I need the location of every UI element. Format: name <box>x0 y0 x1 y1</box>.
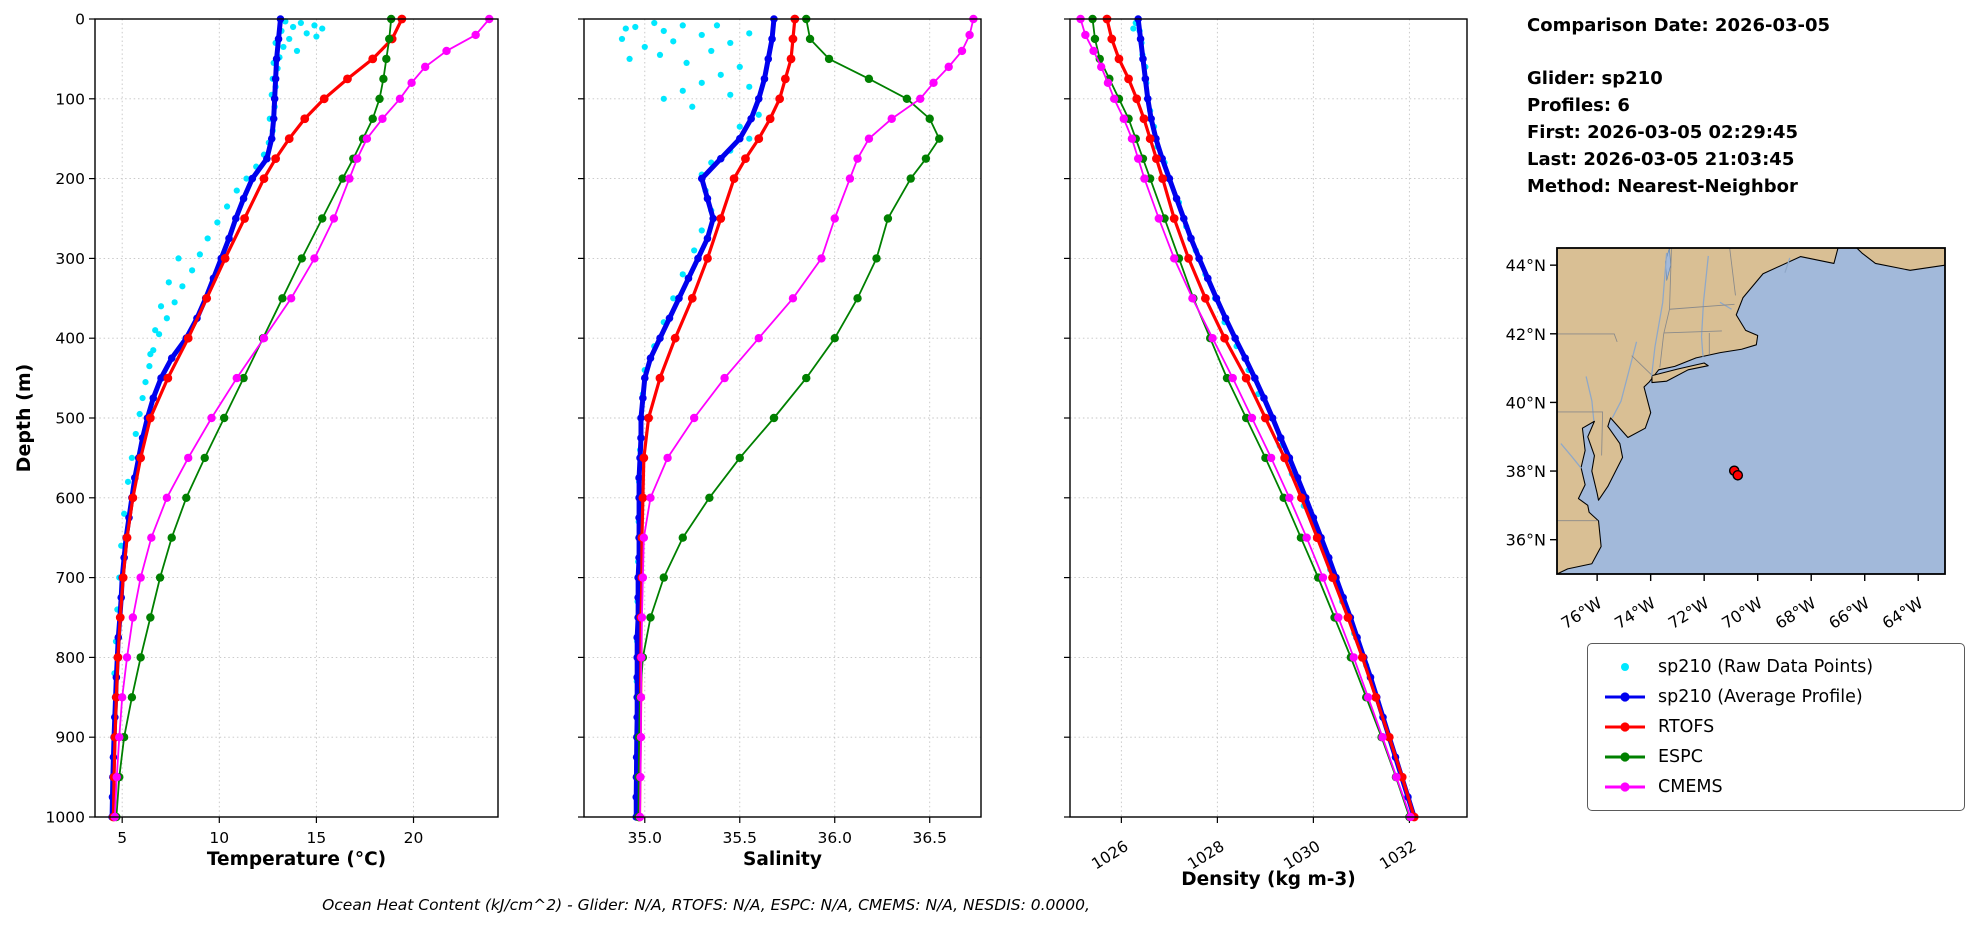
legend-entry: ESPC <box>1602 747 1950 767</box>
map-lat-tick-label: 40°N <box>1506 393 1546 412</box>
legend-marker-dot <box>1621 663 1629 671</box>
info-panel: Comparison Date: 2026-03-05 Glider: sp21… <box>1527 12 1830 200</box>
x-tick-label: 15 <box>307 829 327 847</box>
y-tick-label: 100 <box>55 90 85 108</box>
map-lon-tick-label: 70°W <box>1718 593 1766 633</box>
legend-entry: CMEMS <box>1602 777 1950 797</box>
map-lat-tick-label: 36°N <box>1506 531 1546 550</box>
legend-label: RTOFS <box>1658 717 1715 737</box>
x-tick-label: 5 <box>117 829 127 847</box>
legend-label: sp210 (Average Profile) <box>1658 687 1863 707</box>
map-lon-tick-label: 72°W <box>1665 593 1713 633</box>
chart-legend: sp210 (Raw Data Points) sp210 (Average Pr… <box>1587 643 1965 811</box>
legend-marker-line <box>1605 692 1645 702</box>
temperature-profile-chart: 0 100 200 300 400 500 600 700 800 900 1000 5 10 15 20 T… <box>46 11 499 870</box>
glider-name-text: Glider: sp210 <box>1527 68 1663 89</box>
legend-label: sp210 (Raw Data Points) <box>1658 657 1874 677</box>
x-tick-label: 1026 <box>1088 837 1131 873</box>
map-lat-tick-label: 44°N <box>1506 256 1546 275</box>
x-axis-label: Temperature (°C) <box>207 849 386 870</box>
x-axis-label: Density (kg m-3) <box>1181 869 1356 890</box>
y-tick-label: 200 <box>55 170 85 188</box>
x-tick-label: 1030 <box>1281 837 1324 873</box>
x-tick-label: 1028 <box>1184 837 1227 873</box>
plot-frame <box>1069 18 1468 818</box>
legend-entry: sp210 (Average Profile) <box>1602 687 1950 707</box>
y-tick-label: 600 <box>55 489 85 507</box>
map-lon-tick-label: 74°W <box>1611 593 1659 633</box>
legend-entry: RTOFS <box>1602 717 1950 737</box>
profiles-count-text: Profiles: 6 <box>1527 95 1630 116</box>
x-tick-label: 20 <box>404 829 424 847</box>
salinity-profile-chart: 35.0 35.5 36.0 36.5 Salinity <box>578 14 982 870</box>
comparison-date-text: Comparison Date: 2026-03-05 <box>1527 15 1831 36</box>
map-land-mainland <box>1557 248 1839 574</box>
y-tick-label: 300 <box>55 250 85 268</box>
plot-frame <box>583 18 982 818</box>
map-lon-tick-label: 64°W <box>1879 593 1927 633</box>
legend-marker-line <box>1605 722 1645 732</box>
legend-label: CMEMS <box>1658 777 1723 797</box>
legend-label: ESPC <box>1658 747 1703 767</box>
ocean-heat-content-caption: Ocean Heat Content (kJ/cm^2) - Glider: N… <box>322 896 1090 914</box>
x-tick-label: 35.5 <box>723 829 758 847</box>
x-tick-label: 1032 <box>1377 837 1420 873</box>
map-land-nova-scotia <box>1856 248 1945 271</box>
plot-frame <box>94 18 499 818</box>
map-frame <box>1556 247 1946 575</box>
density-profile-chart: 1026 1028 1030 1032 Density (kg m-3) <box>1064 14 1468 890</box>
x-tick-label: 35.0 <box>628 829 663 847</box>
x-tick-label: 10 <box>209 829 229 847</box>
map-lon-tick-label: 68°W <box>1772 593 1820 633</box>
depth-axis-label: Depth (m) <box>13 363 35 473</box>
method-text: Method: Nearest-Neighbor <box>1527 176 1798 197</box>
y-tick-label: 900 <box>55 729 85 747</box>
glider-position-marker <box>1732 469 1744 481</box>
legend-entry: sp210 (Raw Data Points) <box>1602 657 1950 677</box>
x-tick-label: 36.5 <box>912 829 947 847</box>
legend-marker-line <box>1605 752 1645 762</box>
map-lon-tick-label: 76°W <box>1558 593 1606 633</box>
last-profile-time-text: Last: 2026-03-05 21:03:45 <box>1527 149 1795 170</box>
info-spacer <box>1527 39 1830 65</box>
y-tick-label: 400 <box>55 330 85 348</box>
x-axis-label: Salinity <box>743 849 822 870</box>
map-lon-tick-label: 66°W <box>1825 593 1873 633</box>
first-profile-time-text: First: 2026-03-05 02:29:45 <box>1527 122 1799 143</box>
x-tick-label: 36.0 <box>817 829 852 847</box>
y-tick-label: 700 <box>55 569 85 587</box>
y-tick-label: 800 <box>55 649 85 667</box>
y-tick-label: 1000 <box>46 809 85 827</box>
location-map: 44°N 42°N 40°N 38°N 36°N 76°W 74°W 72°W 70°W 68°W… <box>1480 240 1978 664</box>
map-lat-tick-label: 42°N <box>1506 325 1546 344</box>
map-state-borders <box>1557 248 1736 522</box>
y-tick-label: 500 <box>55 410 85 428</box>
y-tick-label: 0 <box>75 11 85 29</box>
map-lat-tick-label: 38°N <box>1506 462 1546 481</box>
legend-marker-line <box>1605 782 1645 792</box>
map-land-long-island <box>1651 362 1709 384</box>
